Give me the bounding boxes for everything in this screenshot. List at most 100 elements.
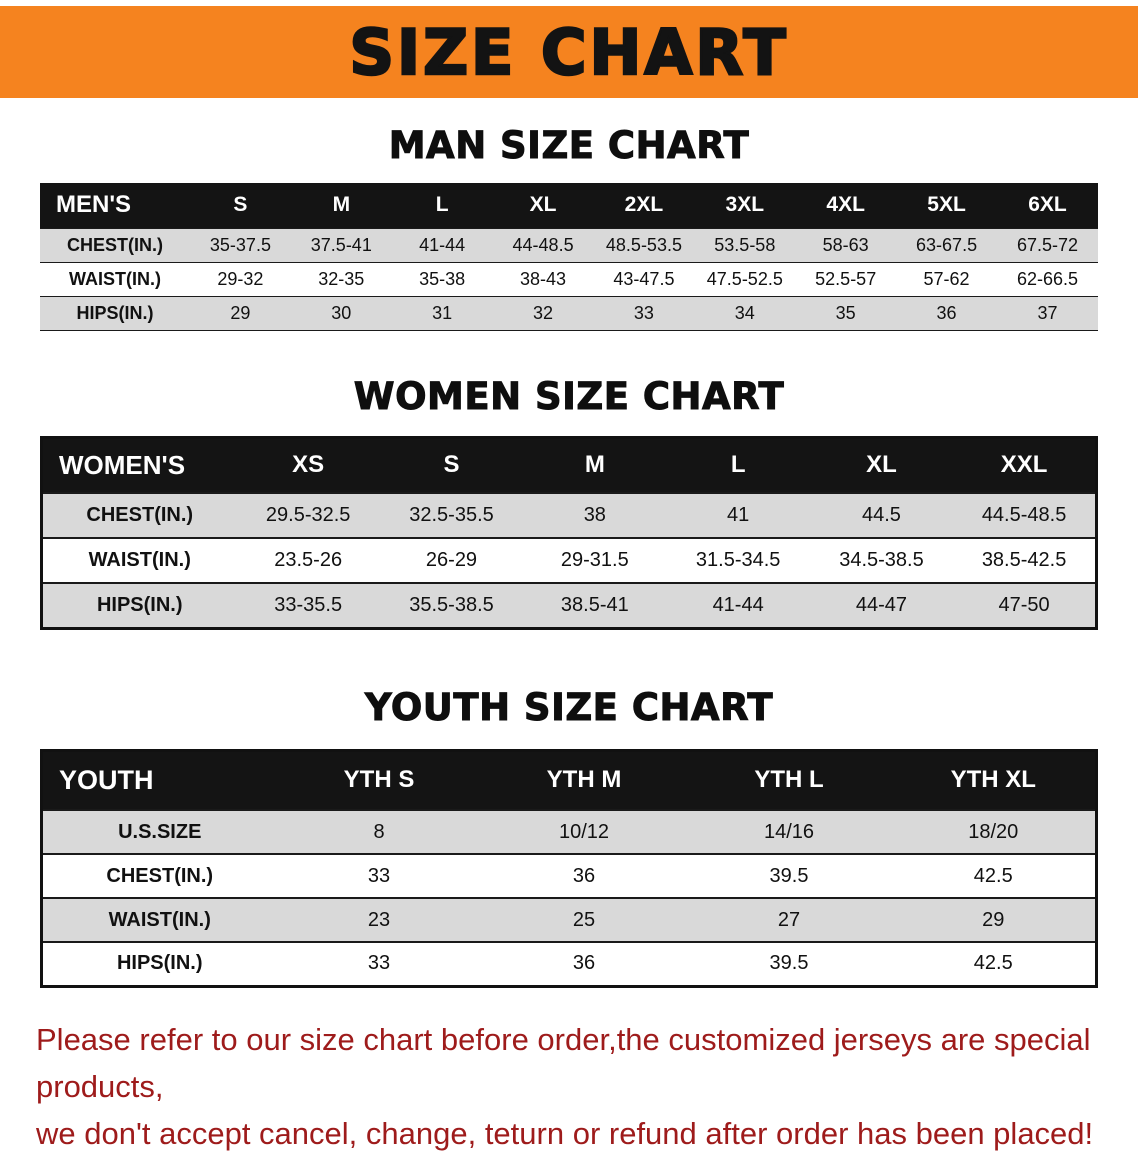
table-row: WAIST(IN.) 29-32 32-35 35-38 38-43 43-47.5 47.… [40,261,1098,297]
table-head: YOUTH YTH S YTH M YTH L YTH XL [41,750,1097,810]
size-header-cell: M [584,451,605,479]
value-cell: 26-29 [379,537,524,584]
men-size-table: MEN'S S M L XL 2XL 3XL 4XL 5XL 6XL CHEST(IN.) 35-37… [40,183,1098,331]
value-cell: 31 [391,295,493,331]
value-cell: 42.5 [891,941,1097,987]
table-body: CHEST(IN.) 29.5-32.5 32.5-35.5 38 41 44.5 44.5… [41,492,1097,629]
row-label-cell: CHEST(IN.) [41,492,237,539]
value-cell: 10/12 [481,809,687,855]
value-cell: 41-44 [391,227,493,263]
value-cell: 33 [276,941,482,987]
size-header-cell: 4XL [826,193,865,217]
value-cell: 44-47 [809,582,954,629]
table-row: CHEST(IN.) 35-37.5 37.5-41 41-44 44-48.5 48.5… [40,227,1098,263]
value-cell: 48.5-53.5 [593,227,695,263]
table-body: U.S.SIZE 8 10/12 14/16 18/20 CHEST(IN.) 33 36 39… [41,809,1097,987]
size-header-cell: S [233,193,248,217]
value-cell: 38-43 [492,261,594,297]
table-row: WAIST(IN.) 23.5-26 26-29 29-31.5 31.5-34.5 34… [41,537,1097,584]
row-label-cell: WAIST(IN.) [41,537,237,584]
value-cell: 47-50 [953,582,1097,629]
size-header-cell: YTH XL [950,766,1036,794]
value-cell: 32-35 [290,261,392,297]
size-header-cell: L [435,193,449,217]
value-cell: 35-37.5 [190,227,291,263]
men-section-heading: MAN SIZE CHART [388,124,750,168]
value-cell: 14/16 [686,809,892,855]
value-cell: 34.5-38.5 [809,537,954,584]
value-cell: 31.5-34.5 [666,537,810,584]
value-cell: 36 [896,295,997,331]
value-cell: 30 [290,295,392,331]
table-head: MEN'S S M L XL 2XL 3XL 4XL 5XL 6XL [40,183,1098,228]
table-header-row: MEN'S S M L XL 2XL 3XL 4XL 5XL 6XL [40,183,1098,228]
women-size-section: WOMEN SIZE CHART WOMEN'S XS S M L XL XXL CHEST(… [0,374,1138,630]
value-cell: 38 [523,492,667,539]
table-row: CHEST(IN.) 33 36 39.5 42.5 [41,853,1097,899]
table-title-cell: WOMEN'S [59,449,186,480]
value-cell: 34 [694,295,796,331]
row-label-cell: CHEST(IN.) [40,227,190,263]
value-cell: 36 [481,941,687,987]
value-cell: 44-48.5 [492,227,594,263]
value-cell: 58-63 [795,227,897,263]
value-cell: 63-67.5 [896,227,997,263]
men-size-section: MAN SIZE CHART MEN'S S M L XL 2XL 3XL 4XL 5XL 6XL… [0,124,1138,331]
value-cell: 29.5-32.5 [236,492,380,539]
value-cell: 37 [997,295,1098,331]
size-header-cell: XS [292,451,325,479]
table-row: CHEST(IN.) 29.5-32.5 32.5-35.5 38 41 44.5 44.5… [41,492,1097,539]
youth-size-table: YOUTH YTH S YTH M YTH L YTH XL U.S.SIZE 8 10/12… [40,748,1098,988]
table-body: CHEST(IN.) 35-37.5 37.5-41 41-44 44-48.5 48.5… [40,227,1098,331]
size-header-cell: S [443,451,460,479]
value-cell: 36 [481,853,687,899]
size-header-cell: 2XL [624,193,664,217]
value-cell: 33 [593,295,695,331]
table-title-cell: MEN'S [56,191,132,219]
table-header-row: WOMEN'S XS S M L XL XXL [41,437,1097,493]
value-cell: 41 [666,492,810,539]
row-label-cell: HIPS(IN.) [41,941,277,987]
size-header-cell: M [332,193,351,217]
table-row: HIPS(IN.) 29 30 31 32 33 34 35 36 37 [40,295,1098,331]
value-cell: 29-32 [190,261,291,297]
value-cell: 53.5-58 [694,227,796,263]
row-label-cell: WAIST(IN.) [41,897,277,943]
size-header-cell: XXL [1000,451,1048,479]
value-cell: 39.5 [686,853,892,899]
size-header-cell: 3XL [725,193,765,217]
value-cell: 23.5-26 [236,537,380,584]
table-title-cell: YOUTH [59,764,154,795]
value-cell: 43-47.5 [593,261,695,297]
size-header-cell: YTH S [343,766,415,794]
value-cell: 52.5-57 [795,261,897,297]
value-cell: 32.5-35.5 [379,492,524,539]
size-header-cell: 5XL [927,193,966,217]
disclaimer-line-1: Please refer to our size chart before or… [36,1021,1091,1104]
value-cell: 23 [276,897,482,943]
value-cell: 47.5-52.5 [694,261,796,297]
value-cell: 37.5-41 [290,227,392,263]
value-cell: 33-35.5 [236,582,380,629]
table-header-row: YOUTH YTH S YTH M YTH L YTH XL [41,750,1097,810]
value-cell: 29 [190,295,291,331]
disclaimer: Please refer to our size chart before or… [36,1016,1102,1157]
value-cell: 29-31.5 [523,537,667,584]
size-chart-banner: SIZE CHART [0,6,1138,98]
size-header-cell: 6XL [1028,193,1067,217]
value-cell: 18/20 [891,809,1097,855]
value-cell: 32 [492,295,594,331]
table-row: HIPS(IN.) 33-35.5 35.5-38.5 38.5-41 41-44 44-… [41,582,1097,629]
value-cell: 33 [276,853,482,899]
row-label-cell: HIPS(IN.) [41,582,237,629]
value-cell: 44.5 [809,492,954,539]
value-cell: 38.5-41 [523,582,667,629]
value-cell: 35.5-38.5 [379,582,524,629]
value-cell: 44.5-48.5 [953,492,1097,539]
women-size-table: WOMEN'S XS S M L XL XXL CHEST(IN.) 29.5-32.5 32.5… [40,435,1098,630]
row-label-cell: WAIST(IN.) [40,261,190,297]
table-head: WOMEN'S XS S M L XL XXL [41,437,1097,493]
row-label-cell: U.S.SIZE [41,809,277,855]
disclaimer-line-2: we don't accept cancel, change, teturn o… [36,1115,1094,1151]
value-cell: 57-62 [896,261,997,297]
